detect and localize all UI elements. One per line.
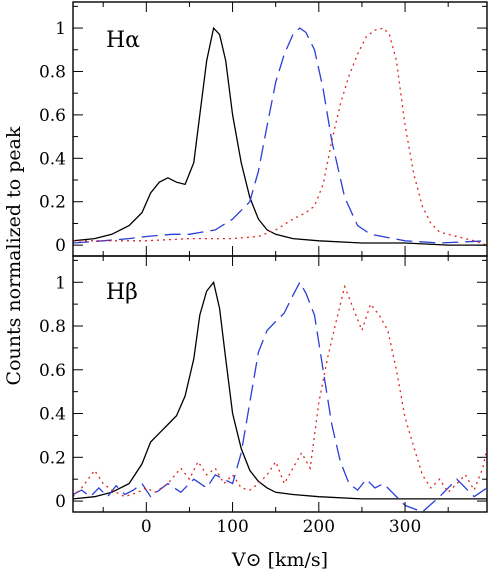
y-tick-label: 0.8 [39,62,66,82]
series-line-dashed [73,27,487,244]
series-line-solid [73,280,487,500]
series-line-dotted [73,284,487,498]
panel-label-hbeta: Hβ [106,280,138,305]
y-axis-title: Counts normalized to peak [3,126,25,385]
ticks-bottom [73,256,487,512]
series-line-solid [73,26,487,246]
y-tick-label: 1 [55,273,66,293]
tick-labels-bottom: 0 0.2 0.4 0.6 0.8 1 0 100 200 300 [39,273,421,537]
curves-top [73,26,487,246]
y-tick-label: 0.6 [39,106,66,126]
y-tick-label: 0.2 [39,448,66,468]
x-tick-label: 200 [303,517,335,537]
y-tick-label: 0.4 [39,149,66,169]
x-axis-title: V⊙ [km/s] [231,549,328,571]
y-tick-label: 0 [55,236,66,256]
y-tick-label: 0 [55,492,66,512]
curves-bottom [73,280,487,512]
tick-labels-top: 0 0.2 0.4 0.6 0.8 1 [39,19,66,256]
y-tick-label: 0.8 [39,317,66,337]
panel-bottom: 0 0.2 0.4 0.6 0.8 1 0 100 200 300 Hβ [39,255,488,537]
x-tick-label: 300 [389,517,421,537]
series-line-dashed [73,280,487,512]
y-tick-label: 1 [55,19,66,39]
frame-bottom [72,255,488,513]
ticks-top [73,2,487,256]
y-tick-label: 0.6 [39,361,66,381]
y-tick-label: 0.2 [39,193,66,213]
panel-top: 0 0.2 0.4 0.6 0.8 1 Hα [39,1,488,257]
series-line-dotted [73,27,487,246]
y-tick-label: 0.4 [39,405,66,425]
panel-label-halpha: Hα [106,28,140,53]
x-tick-label: 100 [216,517,248,537]
x-tick-label: 0 [141,517,152,537]
